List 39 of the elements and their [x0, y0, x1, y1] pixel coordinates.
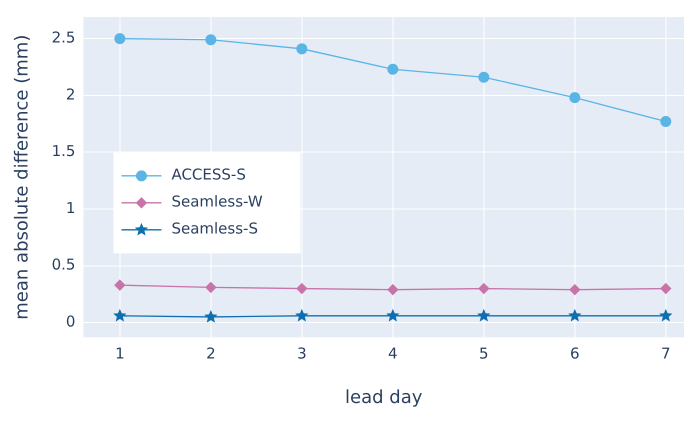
y-tick-label: 2.5: [52, 28, 76, 46]
x-tick-label: 7: [661, 344, 671, 362]
point: [659, 308, 672, 322]
x-tick-label: 3: [297, 344, 307, 362]
y-axis-title: mean absolute difference (mm): [11, 34, 32, 320]
y-tick-label: 1.5: [52, 142, 76, 160]
point: [660, 116, 672, 128]
point: [387, 64, 398, 75]
legend-label: Seamless-W: [171, 192, 263, 211]
point: [478, 283, 490, 294]
x-tick-label: 4: [388, 344, 398, 362]
legend-label: ACCESS-S: [171, 166, 246, 184]
point: [114, 280, 126, 291]
point: [113, 308, 127, 322]
legend-label: Seamless-S: [171, 220, 258, 238]
point: [205, 34, 216, 46]
x-tick-label: 2: [206, 344, 216, 362]
point: [568, 308, 582, 322]
point: [204, 310, 218, 323]
x-tick-label: 1: [115, 344, 125, 362]
point: [386, 308, 400, 322]
x-tick-label: 6: [570, 344, 580, 362]
point: [387, 284, 398, 296]
y-tick-label: 1: [66, 198, 76, 217]
point: [296, 43, 308, 54]
y-tick-label: 0.5: [52, 256, 76, 274]
point: [478, 72, 490, 83]
point: [296, 283, 308, 294]
x-tick-label: 5: [479, 344, 489, 362]
point: [295, 308, 308, 322]
point: [477, 308, 490, 322]
point: [114, 33, 126, 44]
point: [660, 283, 672, 294]
point: [569, 284, 580, 296]
y-tick-label: 0: [66, 312, 76, 331]
x-axis-title: lead day: [345, 386, 423, 408]
point: [569, 92, 580, 104]
point: [205, 282, 216, 293]
y-tick-label: 2: [66, 85, 76, 104]
